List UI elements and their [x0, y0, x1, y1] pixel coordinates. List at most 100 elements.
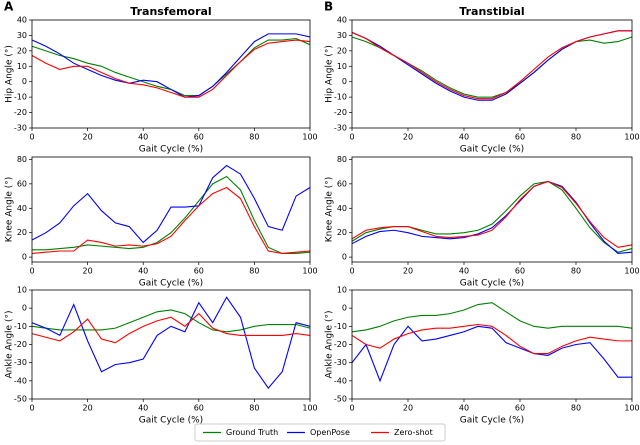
x-tick-label: 60 — [194, 133, 204, 142]
x-tick-label: 0 — [29, 267, 34, 276]
x-tick-label: 0 — [349, 267, 354, 276]
plot-frame — [351, 289, 633, 400]
y-tick-label: 10 — [17, 62, 27, 71]
y-tick-label: -40 — [334, 376, 347, 385]
series-line — [351, 302, 633, 333]
y-tick-label: -30 — [14, 124, 27, 133]
x-axis-label: Gait Cycle (%) — [460, 279, 524, 289]
y-tick-label: 10 — [17, 286, 27, 295]
y-tick-label: 10 — [337, 62, 347, 71]
y-tick-label: -30 — [334, 358, 347, 367]
series-line — [351, 180, 633, 253]
y-tick-label: 0 — [22, 77, 27, 86]
y-tick-label: 0 — [342, 77, 347, 86]
y-tick-label: -50 — [14, 395, 27, 404]
y-tick-label: 0 — [22, 253, 27, 262]
x-tick-label: 80 — [249, 404, 259, 413]
y-tick-label: -10 — [14, 322, 27, 331]
y-axis-label: Hip Angle (°) — [325, 45, 335, 103]
y-axis-label: Ankle Angle (°) — [5, 311, 15, 379]
y-tick-label: 60 — [17, 179, 27, 188]
plot-frame — [31, 156, 311, 263]
y-tick-label: -50 — [334, 395, 347, 404]
y-tick-label: -10 — [14, 93, 27, 102]
x-tick-label: 80 — [249, 267, 259, 276]
series-line — [351, 30, 632, 100]
y-tick-label: -10 — [334, 322, 347, 331]
series-line — [31, 33, 311, 98]
y-tick-label: 20 — [337, 46, 347, 55]
x-axis-label: Gait Cycle (%) — [460, 416, 524, 426]
x-tick-label: 100 — [624, 267, 639, 276]
y-tick-label: 20 — [17, 228, 27, 237]
x-tick-label: 40 — [138, 267, 148, 276]
plot-frame — [31, 19, 311, 129]
series-line — [31, 312, 311, 344]
y-axis-label: Knee Angle (°) — [325, 177, 335, 243]
x-tick-label: 20 — [83, 133, 93, 142]
y-axis-label: Knee Angle (°) — [5, 177, 15, 243]
series-line — [351, 325, 632, 383]
series-line — [351, 323, 632, 355]
x-axis-label: Gait Cycle (%) — [460, 145, 524, 155]
legend-label: OpenPose — [310, 428, 350, 437]
series-line — [351, 30, 632, 101]
x-tick-label: 40 — [459, 267, 469, 276]
y-tick-label: 80 — [337, 155, 347, 164]
series-line — [31, 296, 311, 390]
y-tick-label: 0 — [342, 304, 347, 313]
x-tick-label: 60 — [194, 404, 204, 413]
x-tick-label: 60 — [515, 404, 525, 413]
y-tick-label: 20 — [337, 228, 347, 237]
plot-frame — [351, 19, 633, 129]
x-tick-label: 60 — [515, 133, 525, 142]
y-tick-label: 40 — [17, 16, 27, 25]
y-tick-label: 40 — [337, 204, 347, 213]
x-tick-label: 100 — [302, 133, 317, 142]
x-tick-label: 0 — [349, 404, 354, 413]
y-tick-label: -20 — [334, 108, 347, 117]
x-tick-label: 20 — [83, 267, 93, 276]
x-tick-label: 20 — [403, 133, 413, 142]
x-tick-label: 100 — [302, 404, 317, 413]
y-tick-label: 10 — [337, 286, 347, 295]
panel-label: B — [324, 0, 333, 14]
legend-label: Ground Truth — [226, 428, 278, 437]
x-tick-label: 80 — [571, 404, 581, 413]
y-axis-label: Hip Angle (°) — [5, 45, 15, 103]
x-axis-label: Gait Cycle (%) — [139, 416, 203, 426]
series-line — [31, 164, 311, 244]
series-line — [351, 180, 633, 255]
y-tick-label: -20 — [14, 340, 27, 349]
series-line — [32, 175, 311, 255]
x-tick-label: 80 — [249, 133, 259, 142]
y-tick-label: 30 — [337, 31, 347, 40]
y-tick-label: -30 — [334, 124, 347, 133]
y-tick-label: 40 — [17, 204, 27, 213]
x-tick-label: 20 — [83, 404, 93, 413]
x-tick-label: 60 — [515, 267, 525, 276]
x-tick-label: 60 — [194, 267, 204, 276]
legend: Ground Truth OpenPose Zero-shot — [194, 423, 446, 442]
y-tick-label: 0 — [342, 253, 347, 262]
series-line — [31, 39, 311, 98]
x-tick-label: 40 — [138, 133, 148, 142]
x-tick-label: 20 — [403, 267, 413, 276]
series-line — [31, 309, 311, 333]
x-axis-label: Gait Cycle (%) — [139, 145, 203, 155]
x-tick-label: 0 — [29, 133, 34, 142]
x-tick-label: 0 — [29, 404, 34, 413]
y-tick-label: -30 — [14, 358, 27, 367]
y-tick-label: 0 — [22, 304, 27, 313]
x-tick-label: 80 — [571, 267, 581, 276]
series-line — [351, 36, 633, 98]
chart-title: Transfemoral — [130, 5, 211, 18]
y-tick-label: 60 — [337, 179, 347, 188]
x-tick-label: 40 — [459, 133, 469, 142]
y-tick-label: 40 — [337, 16, 347, 25]
series-line — [351, 180, 633, 248]
plot-frame — [31, 289, 311, 400]
legend-label: Zero-shot — [394, 428, 433, 437]
x-tick-label: 20 — [403, 404, 413, 413]
